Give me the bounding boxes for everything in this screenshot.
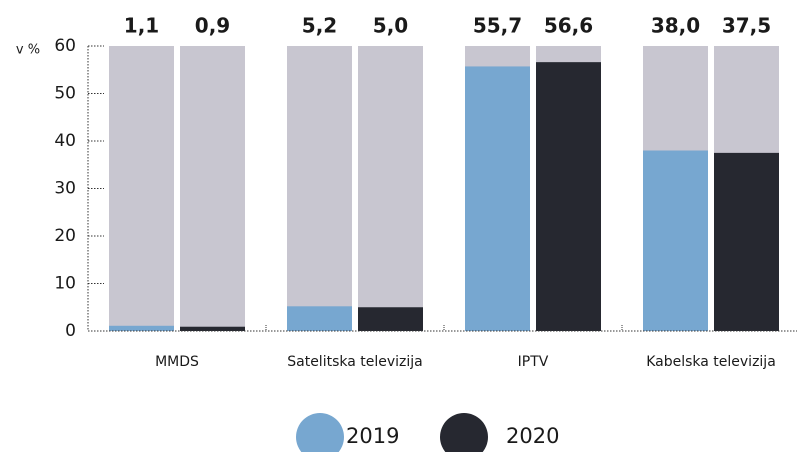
value-label: 37,5 (722, 14, 771, 38)
value-label: 56,6 (544, 14, 593, 38)
bar (180, 326, 245, 331)
bar (643, 150, 708, 331)
bar-background (180, 46, 245, 331)
y-tick-label: 50 (54, 84, 76, 104)
x-tick-label: Satelitska televizija (287, 354, 423, 370)
x-tick-label: IPTV (518, 354, 549, 370)
value-label: 1,1 (124, 14, 159, 38)
y-axis-label: v % (16, 43, 40, 58)
bar (536, 62, 601, 332)
bar (109, 325, 174, 331)
bar-background (287, 46, 352, 331)
x-tick-label: MMDS (155, 354, 199, 370)
bar (358, 307, 423, 331)
y-tick-label: 30 (54, 179, 76, 199)
y-tick-label: 60 (54, 36, 76, 56)
y-tick-label: 40 (54, 131, 76, 151)
bar-background (109, 46, 174, 331)
bar (465, 66, 530, 332)
legend-swatch (440, 413, 488, 452)
legend-label: 2020 (506, 424, 559, 448)
value-label: 0,9 (195, 14, 230, 38)
bar-background (358, 46, 423, 331)
y-tick-label: 20 (54, 226, 76, 246)
y-tick-label: 0 (65, 321, 76, 341)
value-label: 38,0 (651, 14, 700, 38)
y-tick-label: 10 (54, 274, 76, 294)
legend-swatch (296, 413, 344, 452)
value-label: 5,2 (302, 14, 337, 38)
x-tick-label: Kabelska televizija (646, 354, 776, 370)
bar (714, 152, 779, 331)
legend-label: 2019 (346, 424, 399, 448)
bar (287, 306, 352, 331)
value-label: 55,7 (473, 14, 522, 38)
value-label: 5,0 (373, 14, 408, 38)
